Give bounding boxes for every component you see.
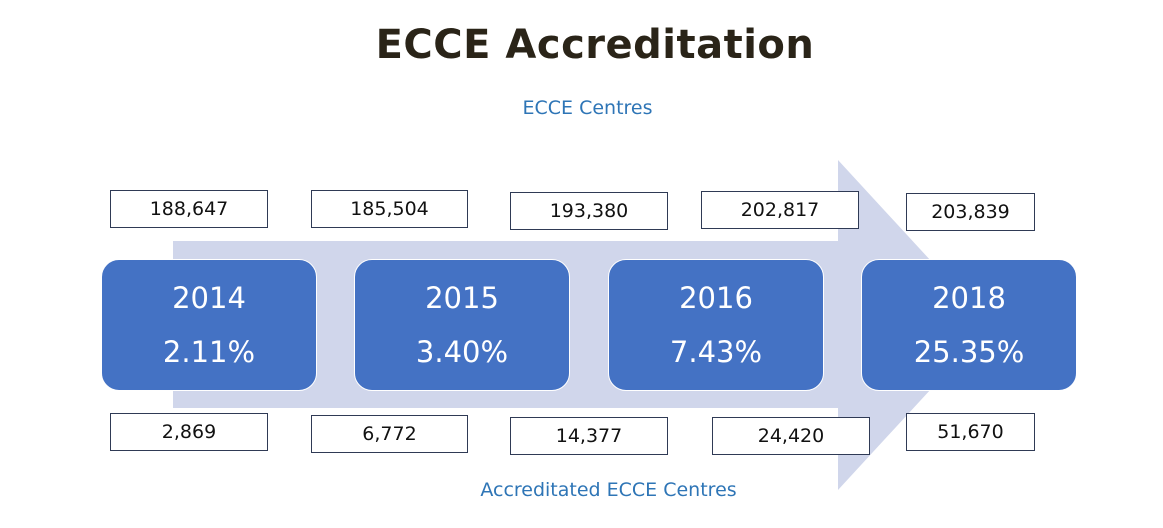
centres-box-1: 188,647 — [110, 190, 268, 228]
page-title: ECCE Accreditation — [375, 22, 815, 68]
accredited-centres-label: Accreditated ECCE Centres — [480, 479, 737, 501]
card-year: 2015 — [425, 281, 499, 315]
accredited-box-4: 24,420 — [712, 417, 870, 455]
year-card-2018: 2018 25.35% — [861, 259, 1077, 391]
centres-box-3: 193,380 — [510, 192, 668, 230]
card-year: 2016 — [679, 281, 753, 315]
card-percent: 3.40% — [415, 335, 509, 369]
centres-box-2: 185,504 — [311, 190, 468, 228]
card-percent: 2.11% — [162, 335, 256, 369]
card-percent: 25.35% — [913, 335, 1025, 369]
accredited-box-2: 6,772 — [311, 415, 468, 453]
centres-box-4: 202,817 — [701, 191, 859, 229]
card-year: 2018 — [932, 281, 1006, 315]
ecce-centres-label: ECCE Centres — [522, 97, 653, 119]
year-card-2016: 2016 7.43% — [608, 259, 824, 391]
accredited-box-3: 14,377 — [510, 417, 668, 455]
year-card-2015: 2015 3.40% — [354, 259, 570, 391]
accredited-box-5: 51,670 — [906, 413, 1035, 451]
accredited-box-1: 2,869 — [110, 413, 268, 451]
card-percent: 7.43% — [669, 335, 763, 369]
centres-box-5: 203,839 — [906, 193, 1035, 231]
year-card-2014: 2014 2.11% — [101, 259, 317, 391]
card-year: 2014 — [172, 281, 246, 315]
